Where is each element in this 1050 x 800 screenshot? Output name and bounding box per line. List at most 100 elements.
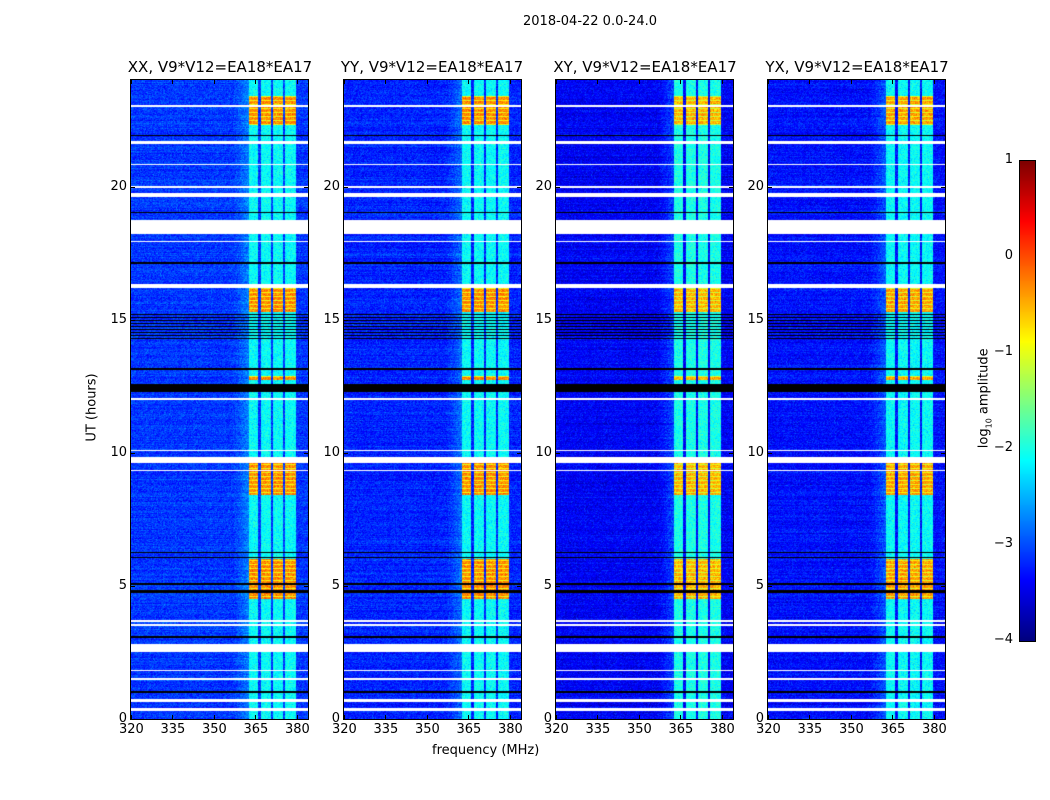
y-tick-label: 0: [755, 711, 764, 726]
y-tick-label: 20: [323, 178, 340, 194]
colorbar-tick-label: −3: [993, 536, 1013, 551]
x-tick-mark: [172, 715, 174, 719]
x-tick-label: 335: [160, 722, 186, 737]
y-tick-mark-right: [517, 719, 521, 720]
y-tick-label: 20: [747, 178, 764, 194]
y-tick-mark-right: [941, 186, 945, 188]
heatmap-panel-xy: [555, 79, 734, 720]
colorbar-label-sub: 10: [984, 418, 994, 429]
x-tick-label: 380: [497, 722, 523, 737]
heatmap-panel-yx: [767, 79, 946, 720]
x-tick-label: 350: [414, 722, 440, 737]
x-tick-mark: [768, 715, 769, 719]
y-tick-mark: [768, 186, 772, 188]
x-tick-mark-top: [255, 80, 257, 84]
y-tick-label: 15: [747, 311, 764, 327]
y-tick-mark: [768, 319, 772, 321]
colorbar-label: log10 amplitude: [977, 338, 994, 458]
x-tick-mark: [850, 715, 852, 719]
colorbar: [1019, 160, 1036, 642]
y-tick-mark: [556, 319, 560, 321]
x-tick-mark: [468, 715, 470, 719]
y-tick-mark-right: [729, 585, 733, 587]
y-tick-mark: [768, 452, 772, 454]
heatmap-yx: [768, 80, 945, 719]
y-tick-mark: [344, 319, 348, 321]
x-tick-mark-top: [597, 80, 599, 84]
x-tick-mark-top: [721, 80, 723, 84]
y-tick-label: 10: [535, 444, 552, 460]
y-tick-mark-right: [517, 585, 521, 587]
x-tick-label: 365: [668, 722, 694, 737]
x-tick-label: 350: [838, 722, 864, 737]
y-tick-mark-right: [941, 719, 945, 720]
x-tick-mark-top: [768, 80, 769, 84]
x-tick-mark-top: [680, 80, 682, 84]
x-tick-mark: [296, 715, 298, 719]
y-tick-mark-right: [517, 319, 521, 321]
y-tick-mark: [556, 186, 560, 188]
x-tick-label: 320: [544, 722, 569, 737]
x-tick-label: 320: [332, 722, 357, 737]
panel-title-yy: YY, V9*V12=EA18*EA17: [340, 58, 524, 76]
x-tick-mark: [426, 715, 428, 719]
x-tick-label: 380: [284, 722, 310, 737]
x-tick-mark: [597, 715, 599, 719]
x-tick-label: 350: [201, 722, 227, 737]
y-tick-label: 15: [323, 311, 340, 327]
y-tick-mark: [131, 452, 135, 454]
x-tick-label: 365: [880, 722, 906, 737]
y-tick-mark: [344, 719, 348, 720]
x-tick-mark-top: [426, 80, 428, 84]
x-tick-mark-top: [172, 80, 174, 84]
y-tick-mark: [131, 186, 135, 188]
y-tick-mark: [556, 719, 560, 720]
x-tick-mark-top: [213, 80, 215, 84]
x-tick-mark-top: [296, 80, 298, 84]
x-tick-label: 380: [921, 722, 947, 737]
x-tick-mark-top: [850, 80, 852, 84]
y-tick-label: 5: [118, 577, 127, 593]
heatmap-yy: [344, 80, 521, 719]
heatmap-xx: [131, 80, 308, 719]
y-tick-label: 0: [543, 711, 552, 726]
heatmap-xy: [556, 80, 733, 719]
y-tick-label: 5: [331, 577, 340, 593]
x-tick-mark-top: [344, 80, 345, 84]
x-tick-label: 335: [797, 722, 823, 737]
x-tick-label: 335: [373, 722, 399, 737]
y-tick-label: 5: [755, 577, 764, 593]
y-tick-mark: [131, 319, 135, 321]
colorbar-tick-label: −2: [993, 440, 1013, 455]
x-tick-mark-top: [385, 80, 387, 84]
x-tick-mark: [509, 715, 511, 719]
x-tick-mark: [344, 715, 345, 719]
x-tick-mark-top: [933, 80, 935, 84]
x-tick-mark: [556, 715, 557, 719]
x-tick-label: 320: [756, 722, 781, 737]
y-tick-mark-right: [517, 452, 521, 454]
heatmap-panel-xx: [130, 79, 309, 720]
x-tick-mark: [638, 715, 640, 719]
x-tick-label: 350: [626, 722, 652, 737]
y-tick-label: 0: [118, 711, 127, 726]
x-tick-mark-top: [892, 80, 894, 84]
y-tick-mark-right: [304, 719, 308, 720]
y-tick-mark-right: [941, 452, 945, 454]
y-tick-mark-right: [304, 319, 308, 321]
y-tick-mark: [344, 186, 348, 188]
x-tick-mark-top: [468, 80, 470, 84]
x-tick-mark-top: [131, 80, 132, 84]
y-tick-mark-right: [517, 186, 521, 188]
y-tick-mark: [131, 719, 135, 720]
colorbar-tick-label: −4: [993, 632, 1013, 647]
panel-title-xx: XX, V9*V12=EA18*EA17: [127, 58, 313, 76]
x-tick-label: 365: [243, 722, 269, 737]
colorbar-gradient: [1020, 161, 1035, 641]
y-tick-mark-right: [729, 186, 733, 188]
y-tick-mark-right: [304, 452, 308, 454]
y-tick-mark: [131, 585, 135, 587]
y-tick-mark-right: [729, 719, 733, 720]
x-tick-mark-top: [638, 80, 640, 84]
y-tick-label: 15: [535, 311, 552, 327]
